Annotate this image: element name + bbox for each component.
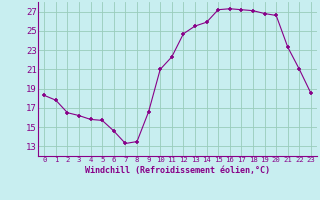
- X-axis label: Windchill (Refroidissement éolien,°C): Windchill (Refroidissement éolien,°C): [85, 166, 270, 175]
